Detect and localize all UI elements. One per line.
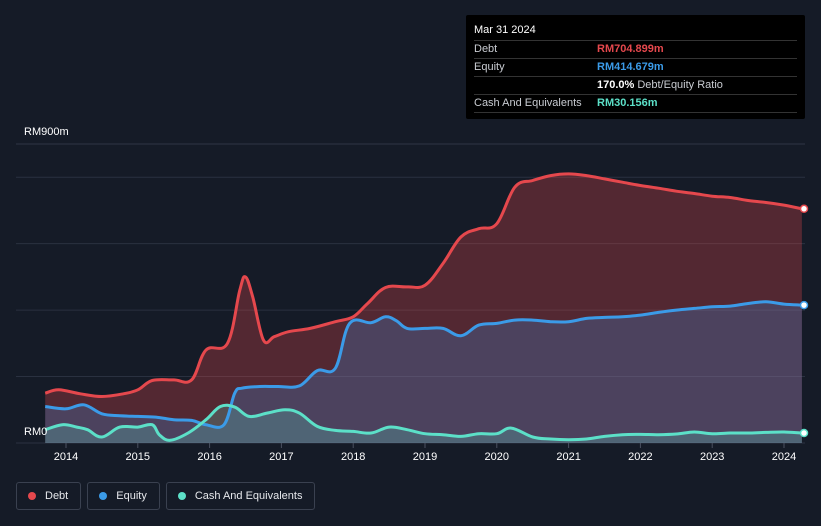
series-lines xyxy=(44,172,803,442)
y-axis-top-label: RM900m xyxy=(24,126,69,138)
tooltip-ratio-label xyxy=(474,77,597,94)
equity-endpoint xyxy=(799,300,809,310)
y-axis-bottom-label: RM0 xyxy=(24,426,47,438)
debt-dot-icon xyxy=(28,492,36,500)
x-tick-label-2018: 2018 xyxy=(341,451,365,463)
x-axis-ticks: 2014 2015 2016 2017 2018 2019 2020 2021 2022 2023… xyxy=(54,443,796,463)
equity-dot-icon xyxy=(99,492,108,500)
legend-cash-label: Cash And Equivalents xyxy=(194,490,303,502)
tooltip-ratio-value: 170.0% xyxy=(597,79,635,91)
tooltip-row-debt: Debt RM704.899m xyxy=(474,41,797,59)
tooltip-debt-label: Debt xyxy=(474,43,498,55)
x-tick-label-2019: 2019 xyxy=(413,451,437,463)
x-tick-label-2023: 2023 xyxy=(700,451,724,463)
cash-and-equivalents-area xyxy=(45,405,802,443)
tooltip-row-ratio: 170.0% Debt/Equity Ratio xyxy=(474,77,797,95)
cash-dot-icon xyxy=(177,492,186,500)
debt-endpoint xyxy=(799,204,809,214)
x-tick-label-2016: 2016 xyxy=(197,451,221,463)
tooltip-equity-value: RM414.679m xyxy=(597,61,664,73)
x-tick-label-2017: 2017 xyxy=(269,451,293,463)
tooltip-equity-label: Equity xyxy=(474,61,505,73)
legend-debt-label: Debt xyxy=(45,490,69,502)
tooltip-date: Mar 31 2024 xyxy=(474,23,797,41)
cash-and-equivalents-line xyxy=(44,403,802,442)
series-endpoints xyxy=(799,204,809,438)
legend: Debt Equity Cash And Equivalents xyxy=(16,482,316,510)
legend-item-cash[interactable]: Cash And Equivalents xyxy=(165,482,316,510)
cash-and-equivalents-endpoint xyxy=(799,428,809,438)
debt-line xyxy=(44,172,803,398)
x-tick-label-2024: 2024 xyxy=(772,451,796,463)
tooltip-cash-label: Cash And Equivalents xyxy=(474,97,582,109)
legend-equity-label: Equity xyxy=(116,490,147,502)
x-tick-label-2021: 2021 xyxy=(556,451,580,463)
tooltip-row-cash: Cash And Equivalents RM30.156m xyxy=(474,95,797,113)
tooltip-debt-value: RM704.899m xyxy=(597,43,664,55)
tooltip-panel: Mar 31 2024 Debt RM704.899m Equity RM414… xyxy=(466,15,805,119)
tooltip-cash-value: RM30.156m xyxy=(597,97,658,109)
legend-item-equity[interactable]: Equity xyxy=(87,482,160,510)
equity-line xyxy=(45,300,802,429)
chart-svg: 2014 2015 2016 2017 2018 2019 2020 2021 2022 2023… xyxy=(16,126,809,463)
x-tick-label-2014: 2014 xyxy=(54,451,78,463)
x-tick-label-2020: 2020 xyxy=(485,451,509,463)
x-tick-label-2022: 2022 xyxy=(628,451,652,463)
tooltip-row-equity: Equity RM414.679m xyxy=(474,59,797,77)
tooltip-ratio-unit: Debt/Equity Ratio xyxy=(637,79,723,91)
x-tick-label-2015: 2015 xyxy=(126,451,150,463)
debt-area xyxy=(45,173,802,443)
legend-item-debt[interactable]: Debt xyxy=(16,482,82,510)
